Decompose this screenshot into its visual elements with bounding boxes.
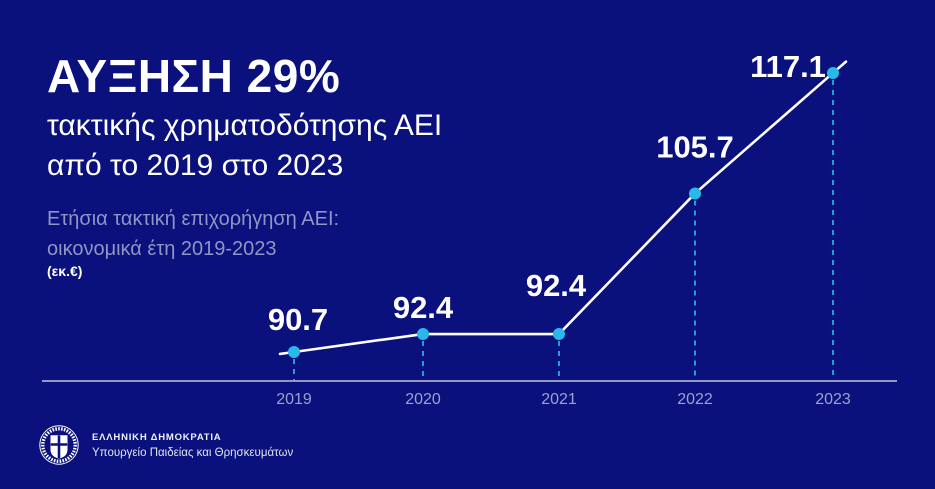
org-name: ΕΛΛΗΝΙΚΗ ΔΗΜΟΚΡΑΤΙΑ	[92, 431, 222, 443]
value-label-2023: 117.1	[750, 49, 826, 84]
data-point-2023	[827, 66, 839, 79]
page-title: ΑΥΞΗΣΗ 29%	[47, 50, 341, 102]
value-label-2022: 105.7	[656, 129, 734, 164]
value-label-2020: 92.4	[393, 290, 454, 325]
hellenic-republic-emblem-icon	[39, 425, 79, 465]
subtitle-line-2: από το 2019 στο 2023	[47, 149, 344, 182]
year-label-2019: 2019	[276, 391, 312, 408]
subtitle-line-1: τακτικής χρηματοδότησης ΑΕΙ	[47, 109, 443, 142]
data-point-2019	[288, 346, 300, 358]
data-point-2021	[553, 328, 565, 341]
data-point-2022	[689, 187, 701, 200]
ministry-text-block: ΕΛΛΗΝΙΚΗ ΔΗΜΟΚΡΑΤΙΑ Υπουργείο Παιδείας κ…	[92, 432, 293, 459]
unit-label: (εκ.€)	[47, 263, 83, 279]
value-label-2019: 90.7	[268, 302, 328, 337]
note-line-2: οικονομικά έτη 2019-2023	[47, 238, 277, 260]
ministry-footer: ΕΛΛΗΝΙΚΗ ΔΗΜΟΚΡΑΤΙΑ Υπουργείο Παιδείας κ…	[38, 424, 293, 466]
year-label-2023: 2023	[815, 391, 851, 408]
chart-note: Ετήσια τακτική επιχορήγηση ΑΕΙ: οικονομι…	[47, 204, 339, 264]
data-point-2020	[417, 328, 429, 341]
note-line-1: Ετήσια τακτική επιχορήγηση ΑΕΙ:	[47, 208, 340, 230]
value-label-2021: 92.4	[526, 268, 587, 303]
page-subtitle: τακτικής χρηματοδότησης ΑΕΙ από το 2019 …	[47, 106, 442, 186]
year-label-2020: 2020	[405, 391, 441, 408]
ministry-name: Υπουργείο Παιδείας και Θρησκευμάτων	[92, 446, 294, 459]
year-label-2021: 2021	[541, 391, 577, 408]
year-label-2022: 2022	[677, 391, 713, 408]
